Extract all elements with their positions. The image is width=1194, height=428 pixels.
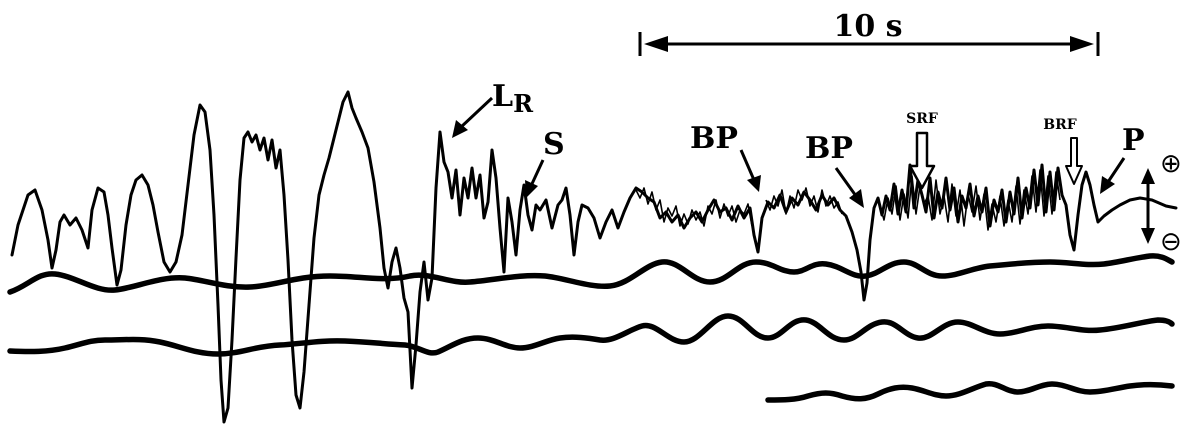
minus-polarity-icon: ⊖ (1160, 227, 1182, 257)
polarity-double-arrow (1141, 168, 1155, 244)
arrow-lr (452, 96, 494, 138)
eog-trace-bottom (765, 381, 1175, 403)
label-srf: SRF (906, 111, 938, 127)
eog-trace-top (10, 90, 1178, 424)
arrow-s (525, 159, 545, 198)
scale-bar (638, 32, 1100, 56)
plus-polarity-icon: ⊕ (1160, 149, 1182, 179)
brf-hollow-arrow-icon (1065, 137, 1083, 185)
eog-trace-second (7, 253, 1175, 295)
label-brf: BRF (1043, 117, 1076, 133)
label-bp-first: BP (690, 121, 738, 156)
label-p: P (1122, 123, 1145, 158)
label-s: S (543, 127, 565, 162)
scale-bar-label: 10 s (833, 9, 902, 44)
arrow-p (1100, 157, 1126, 194)
arrow-bp-first (739, 149, 761, 192)
srf-hollow-arrow-icon (908, 131, 936, 190)
label-lr: LR (492, 79, 534, 118)
scale-bar-right-arrowhead (1070, 36, 1094, 52)
arrow-bp-second (834, 167, 864, 208)
eog-trace-third (7, 313, 1175, 357)
label-bp-second: BP (805, 131, 853, 166)
scale-bar-left-arrowhead (644, 36, 668, 52)
eog-trace-top-noise (635, 169, 1061, 231)
